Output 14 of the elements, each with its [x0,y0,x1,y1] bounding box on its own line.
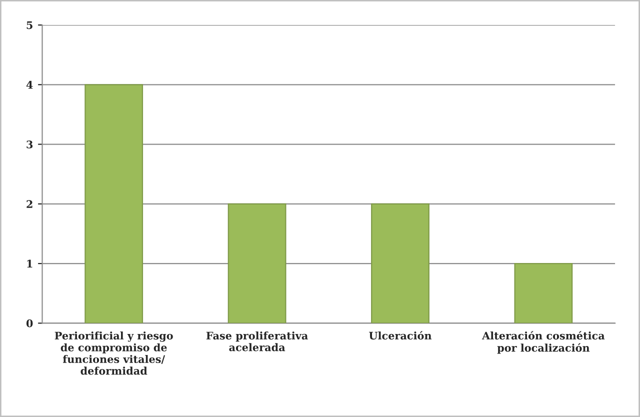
bar [84,84,144,324]
bar [228,203,286,324]
y-tick-label: 5 [26,21,32,30]
y-tick-label: 3 [26,140,33,148]
bar [514,262,573,324]
y-tick-label: 2 [26,200,32,208]
y-tick-label: 0 [26,319,33,328]
y-tick-label: 1 [27,260,32,268]
x-tick-label: Alteración cosmética por localización [482,331,605,354]
bar [371,203,430,324]
x-tick-label: Ulceración [369,331,432,340]
x-tick-label: Periorificial y riesgo de compromiso de funciones vitales/ deformidad [54,332,173,375]
y-tick-label: 4 [26,80,33,89]
x-tick-label: Fase proliferativa acelerada [206,332,308,352]
